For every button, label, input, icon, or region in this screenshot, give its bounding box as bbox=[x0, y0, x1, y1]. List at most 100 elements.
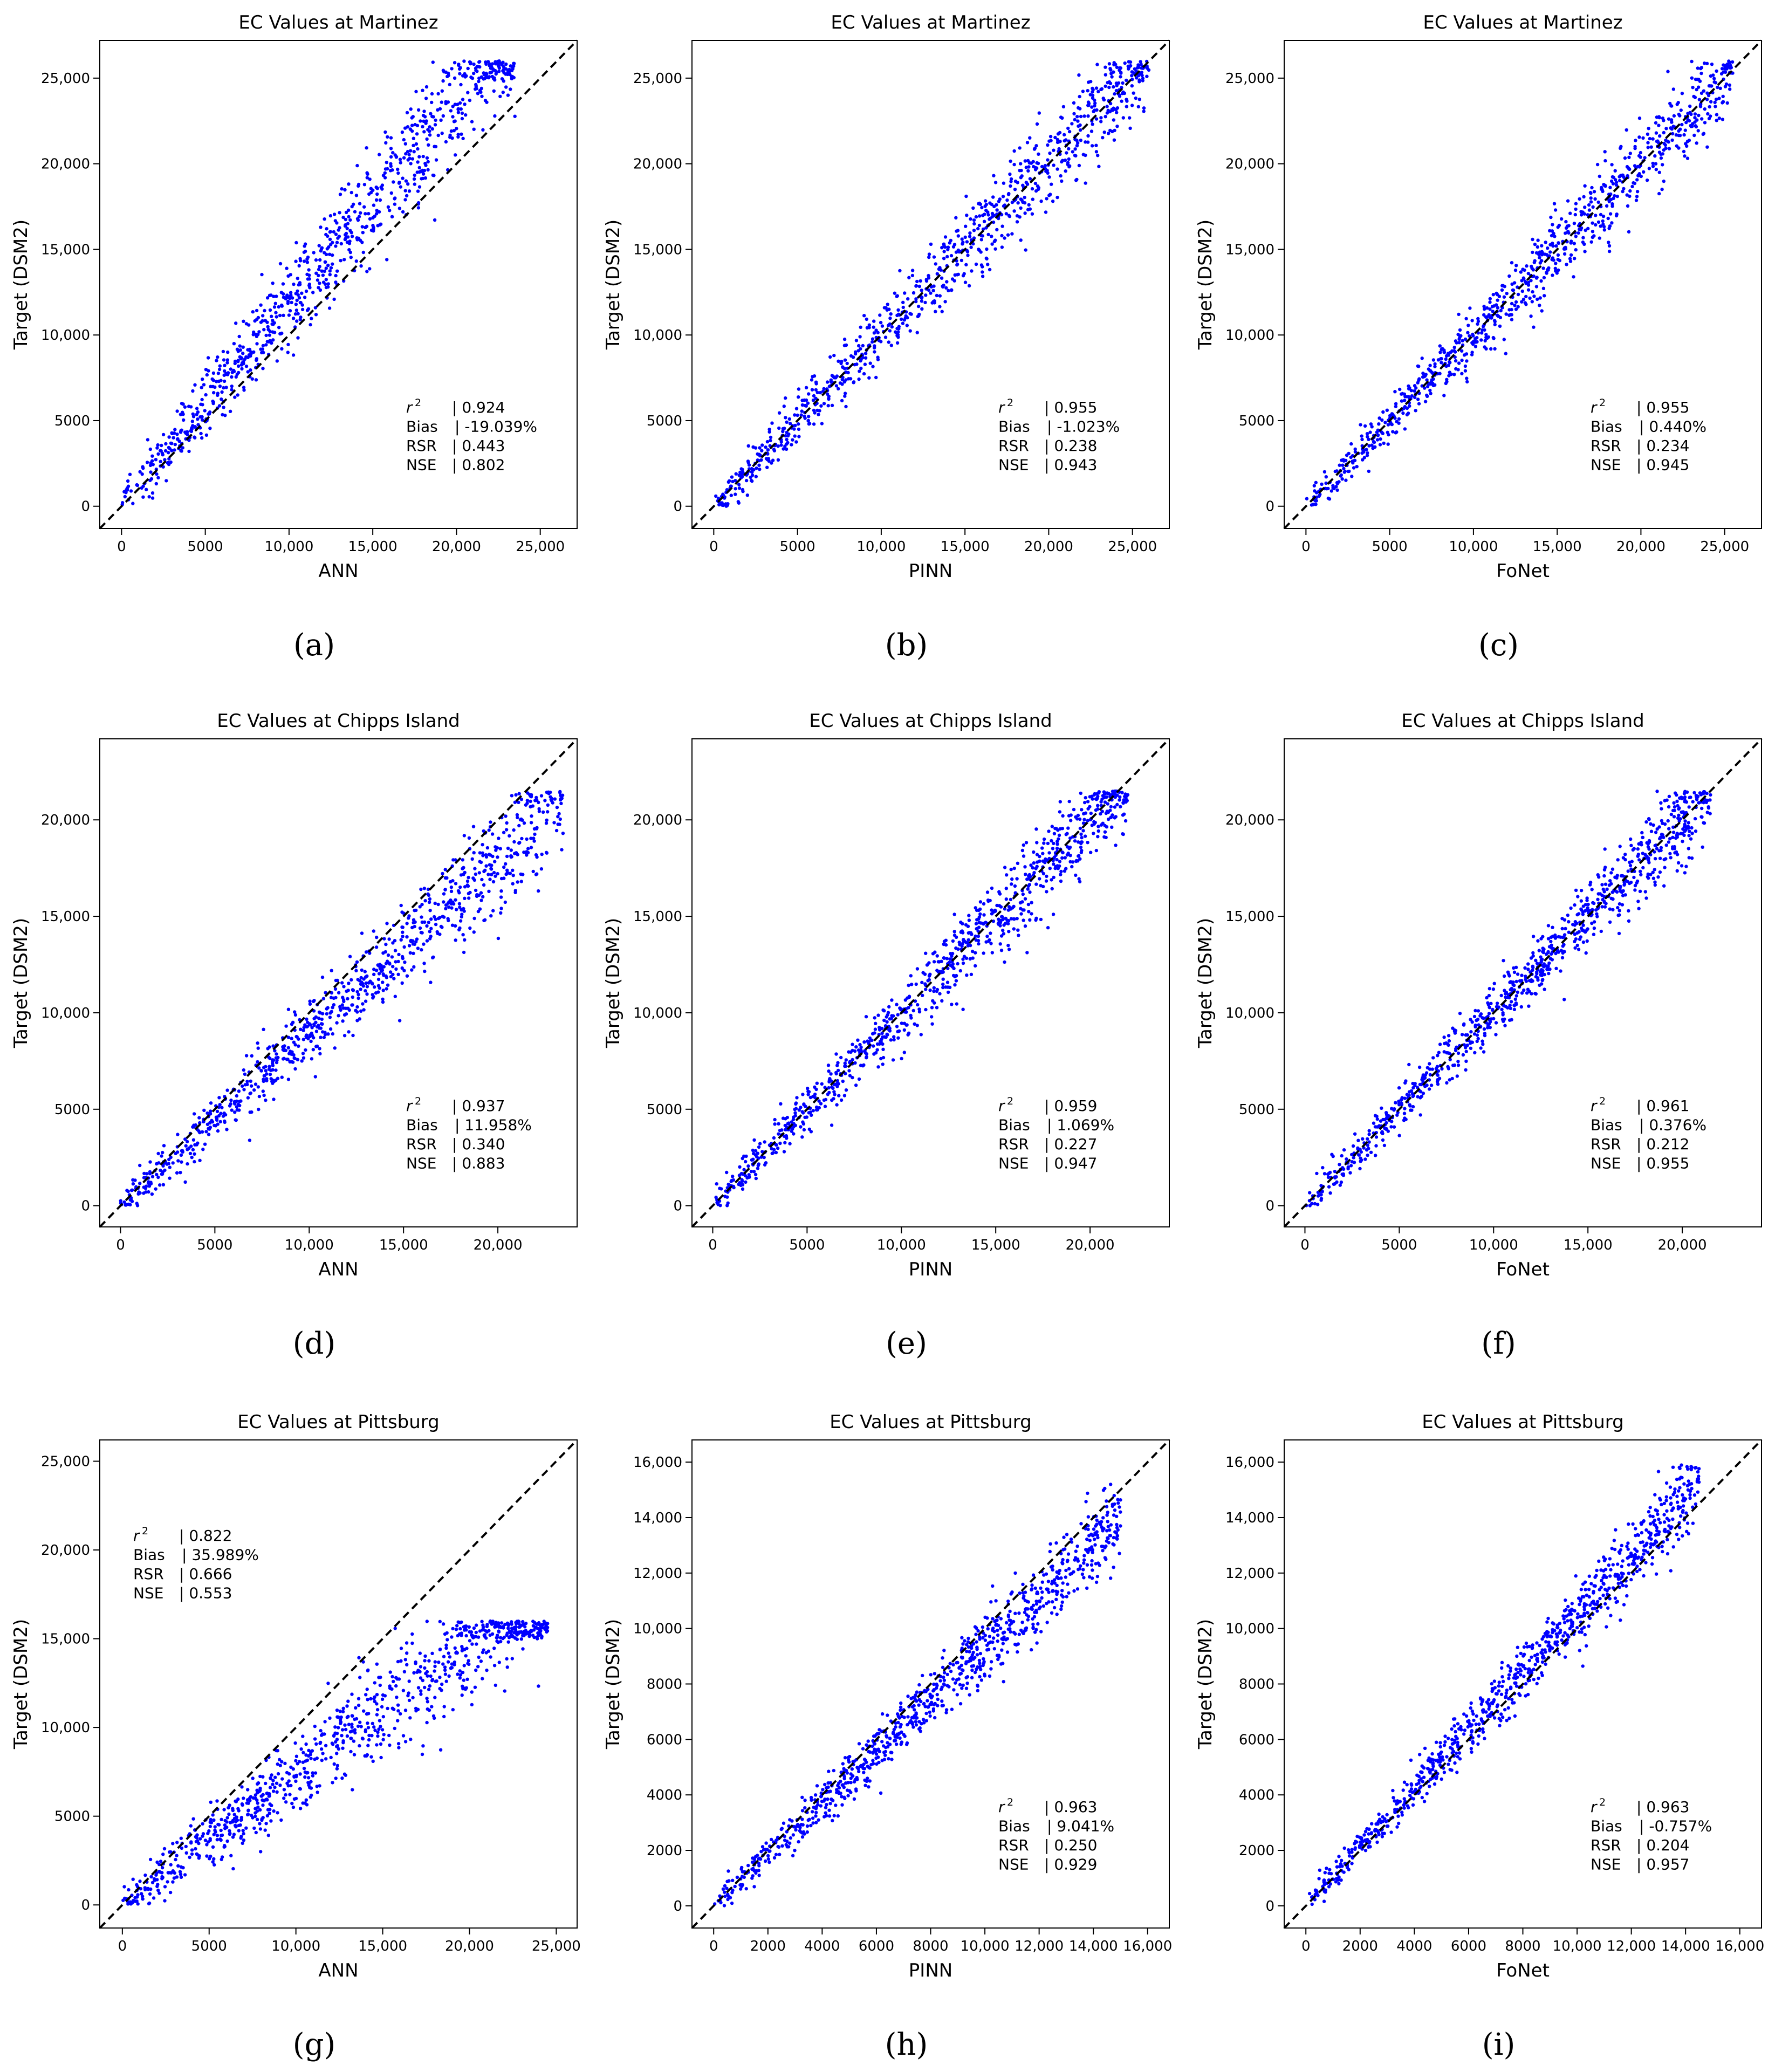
data-point bbox=[262, 1093, 266, 1097]
data-point bbox=[315, 1044, 319, 1048]
data-point bbox=[232, 369, 236, 373]
data-point bbox=[256, 1041, 259, 1045]
data-point bbox=[1086, 134, 1090, 138]
data-point bbox=[927, 252, 931, 256]
data-point bbox=[372, 968, 376, 971]
data-point bbox=[256, 1060, 259, 1064]
stat-value: | 0.943 bbox=[1044, 456, 1098, 474]
data-point bbox=[416, 147, 420, 151]
data-point bbox=[1099, 800, 1103, 804]
data-point bbox=[756, 1167, 760, 1170]
data-point bbox=[148, 1160, 152, 1164]
data-point bbox=[854, 1083, 858, 1087]
data-point bbox=[302, 250, 306, 254]
scatter-points bbox=[1304, 790, 1712, 1207]
data-point bbox=[981, 265, 984, 269]
data-point bbox=[412, 177, 416, 181]
data-point bbox=[902, 1051, 907, 1054]
data-point bbox=[853, 1061, 857, 1065]
data-point bbox=[1664, 127, 1668, 131]
data-point bbox=[235, 1105, 239, 1109]
data-point bbox=[332, 230, 335, 234]
data-point bbox=[459, 83, 463, 87]
data-point bbox=[1568, 211, 1572, 215]
data-point bbox=[348, 218, 352, 222]
data-point bbox=[725, 1170, 729, 1175]
data-point bbox=[135, 1204, 140, 1207]
data-point bbox=[813, 1092, 817, 1096]
data-point bbox=[1003, 203, 1007, 207]
data-point bbox=[498, 847, 502, 850]
data-point bbox=[1115, 802, 1119, 807]
stat-label-r2-sup: 2 bbox=[415, 397, 421, 409]
data-point bbox=[463, 896, 467, 901]
data-point bbox=[1466, 331, 1470, 334]
data-point bbox=[490, 832, 495, 836]
data-point bbox=[949, 253, 954, 258]
stat-label: NSE bbox=[406, 1155, 436, 1172]
data-point bbox=[1064, 169, 1067, 173]
data-point bbox=[359, 1009, 363, 1013]
data-point bbox=[511, 868, 515, 873]
data-point bbox=[794, 1101, 798, 1105]
data-point bbox=[397, 1019, 402, 1023]
data-point bbox=[249, 368, 252, 372]
data-point bbox=[419, 169, 423, 173]
data-point bbox=[325, 227, 328, 231]
data-point bbox=[942, 243, 946, 247]
data-point bbox=[930, 301, 934, 305]
data-point bbox=[361, 250, 365, 255]
data-point bbox=[1540, 309, 1544, 313]
data-point bbox=[298, 318, 302, 321]
data-point bbox=[930, 1015, 934, 1019]
data-point bbox=[880, 324, 885, 328]
data-point bbox=[436, 133, 440, 138]
data-point bbox=[340, 1003, 344, 1007]
data-point bbox=[1033, 181, 1038, 186]
data-point bbox=[210, 1120, 215, 1124]
data-point bbox=[242, 1088, 246, 1092]
data-point bbox=[543, 799, 547, 802]
data-point bbox=[854, 339, 859, 342]
data-point bbox=[307, 282, 311, 286]
reference-line bbox=[99, 738, 578, 1228]
data-point bbox=[509, 64, 512, 68]
data-point bbox=[508, 834, 511, 838]
data-point bbox=[234, 375, 238, 379]
data-point bbox=[365, 974, 369, 978]
data-point bbox=[758, 468, 762, 471]
data-point bbox=[1457, 341, 1461, 345]
x-tick-label: 5000 bbox=[1372, 539, 1408, 555]
data-point bbox=[155, 1172, 159, 1177]
data-point bbox=[1657, 191, 1661, 196]
data-point bbox=[463, 102, 467, 106]
data-point bbox=[296, 1058, 300, 1062]
data-point bbox=[983, 212, 986, 216]
data-point bbox=[1609, 197, 1613, 202]
data-point bbox=[1504, 352, 1507, 355]
data-point bbox=[1391, 430, 1395, 434]
data-point bbox=[1703, 121, 1707, 125]
data-point bbox=[246, 370, 250, 374]
data-point bbox=[304, 289, 309, 293]
data-point bbox=[1102, 131, 1106, 134]
data-point bbox=[715, 1182, 718, 1186]
data-point bbox=[428, 125, 431, 129]
data-point bbox=[220, 397, 223, 401]
data-point bbox=[1577, 231, 1580, 235]
data-point bbox=[381, 997, 385, 1001]
data-point bbox=[1509, 313, 1513, 317]
data-point bbox=[417, 185, 422, 189]
reference-line bbox=[691, 39, 1170, 530]
data-point bbox=[986, 263, 990, 266]
data-point bbox=[342, 1013, 347, 1017]
data-point bbox=[387, 937, 391, 941]
data-point bbox=[1653, 857, 1657, 861]
data-point bbox=[1313, 489, 1317, 493]
data-point bbox=[1005, 918, 1009, 922]
data-point bbox=[1556, 253, 1560, 257]
data-point bbox=[250, 1084, 253, 1088]
data-point bbox=[1538, 256, 1541, 259]
data-point bbox=[456, 111, 461, 114]
data-point bbox=[1312, 503, 1315, 506]
